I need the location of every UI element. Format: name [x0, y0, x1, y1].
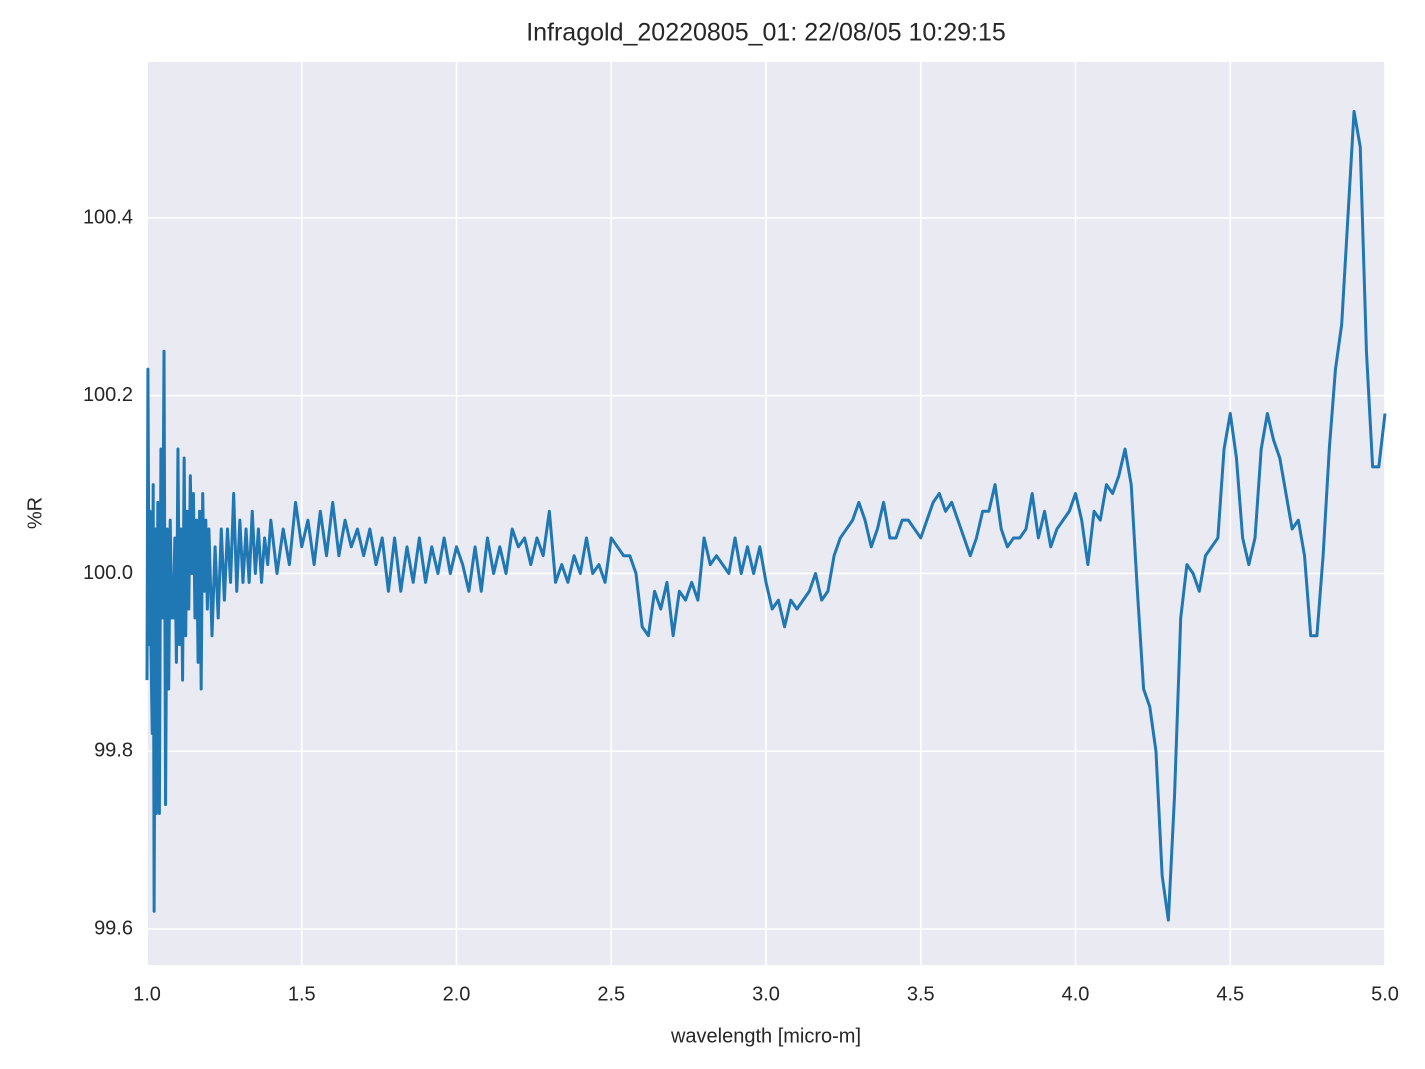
x-tick-label: 2.5 — [597, 983, 625, 1005]
y-axis-label: %R — [24, 497, 46, 529]
data-line — [145, 109, 1387, 922]
x-tick-label: 3.0 — [752, 983, 780, 1005]
x-tick-label: 4.5 — [1216, 983, 1244, 1005]
y-tick-label: 100.2 — [83, 384, 133, 406]
x-tick-label: 4.0 — [1062, 983, 1090, 1005]
chart-title: Infragold_20220805_01: 22/08/05 10:29:15 — [526, 19, 1006, 47]
x-tick-label: 1.5 — [288, 983, 316, 1005]
y-tick-label: 99.8 — [94, 740, 133, 762]
y-tick-label: 99.6 — [94, 917, 133, 939]
x-tick-label: 3.5 — [907, 983, 935, 1005]
x-tick-label: 5.0 — [1371, 983, 1399, 1005]
y-tick-label: 100.4 — [83, 206, 133, 228]
x-tick-label: 2.0 — [443, 983, 471, 1005]
x-tick-label: 1.0 — [133, 983, 161, 1005]
x-axis-label: wavelength [micro-m] — [670, 1025, 861, 1047]
y-tick-label: 100.0 — [83, 562, 133, 584]
